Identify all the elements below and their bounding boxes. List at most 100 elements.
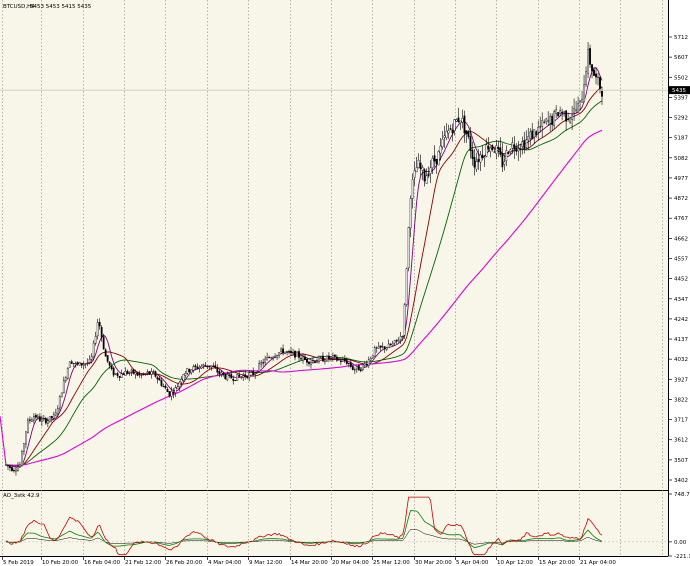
candle-body — [224, 374, 227, 380]
candle-body — [541, 120, 544, 127]
time-axis[interactable]: 5 Feb 2019 10 Feb 20:00 16 Feb 04:00 21 Feb… — [2, 556, 617, 566]
candle-body — [373, 347, 376, 357]
candle-body — [240, 376, 243, 378]
time-tick-label: 9 Mar 12:00 — [249, 560, 283, 566]
candle-body — [525, 139, 528, 148]
candle-body — [138, 374, 141, 376]
candle-body — [539, 126, 542, 128]
candle-body — [238, 374, 241, 377]
candle-body — [178, 382, 181, 387]
indicator-axis[interactable]: 748.7 0.00 -221.1 — [0, 492, 690, 560]
candle-body — [126, 370, 129, 374]
candle-body — [353, 369, 356, 371]
candle-body — [288, 351, 290, 353]
candle-body — [483, 156, 486, 159]
candle-body — [601, 91, 603, 97]
candle-body — [21, 451, 23, 466]
candle-body — [363, 363, 366, 366]
candle-body — [208, 366, 211, 368]
candle-body — [549, 116, 552, 124]
candle-body — [463, 115, 466, 134]
price-tick-label: 3822 — [674, 397, 688, 403]
candle-body — [242, 375, 245, 378]
candle-body — [312, 360, 314, 363]
candle-body — [116, 373, 119, 377]
candle-body — [316, 361, 318, 364]
candle-body — [17, 466, 19, 471]
candle-body — [296, 351, 298, 357]
candle-body — [276, 354, 278, 358]
candle-body — [343, 358, 346, 362]
candle-body — [593, 69, 595, 76]
grid-lines — [2, 0, 663, 556]
candle-body — [417, 160, 420, 168]
candle-body — [425, 175, 428, 184]
current-price-box — [669, 86, 690, 95]
price-tick-label: 5607 — [674, 55, 688, 61]
candle-body — [569, 117, 572, 123]
candle-body — [212, 365, 215, 367]
chart-header-values: 5453 5453 5415 5435 — [30, 4, 92, 10]
candle-body — [182, 374, 185, 381]
candle-body — [46, 420, 49, 424]
price-candles[interactable] — [5, 42, 603, 476]
time-tick-label: 25 Mar 12:00 — [373, 560, 410, 566]
candle-body — [78, 362, 81, 366]
candle-body — [475, 161, 478, 170]
candle-body — [361, 364, 364, 371]
candle-body — [270, 357, 273, 359]
candle-body — [112, 367, 115, 376]
candle-body — [403, 304, 406, 336]
price-axis[interactable]: 5712 5607 5502 5397 5292 5187 5082 4977 4872 4767… — [668, 35, 688, 484]
price-tick-label: 4767 — [674, 216, 688, 222]
candle-body — [66, 368, 69, 379]
candle-body — [100, 327, 103, 338]
candle-body — [218, 371, 221, 374]
candle-body — [545, 118, 548, 122]
candle-body — [286, 351, 288, 353]
candle-body — [104, 349, 107, 357]
candle-body — [355, 366, 358, 370]
candle-body — [597, 76, 599, 79]
candle-body — [70, 361, 73, 364]
candle-body — [308, 361, 310, 364]
candle-body — [527, 136, 530, 141]
candle-body — [473, 157, 476, 168]
candle-body — [134, 372, 137, 375]
candle-body — [559, 110, 562, 114]
main-plot-background[interactable] — [0, 0, 668, 490]
candle-body — [328, 355, 330, 359]
candle-body — [15, 469, 17, 472]
candle-body — [266, 356, 269, 361]
candle-body — [23, 443, 25, 452]
time-tick-label: 20 Mar 04:00 — [332, 560, 369, 566]
candle-body — [563, 111, 566, 114]
price-tick-label: 3402 — [674, 478, 688, 484]
candle-body — [248, 372, 251, 378]
price-tick-label: 5082 — [674, 156, 688, 162]
candle-body — [120, 373, 123, 378]
candle-body — [495, 145, 498, 155]
candle-body — [302, 356, 304, 361]
candle-body — [256, 371, 259, 373]
candle-body — [44, 418, 47, 424]
price-tick-label: 5712 — [674, 35, 688, 41]
candle-body — [160, 380, 163, 386]
indicator-plot-background[interactable] — [0, 491, 668, 556]
candle-body — [409, 198, 412, 229]
candle-body — [72, 363, 75, 365]
candle-body — [274, 356, 276, 358]
candle-body — [455, 119, 458, 122]
candle-body — [98, 322, 101, 327]
candle-body — [58, 396, 61, 409]
candle-body — [332, 355, 334, 358]
candle-body — [583, 84, 585, 103]
candle-body — [27, 419, 29, 433]
candle-body — [443, 135, 446, 138]
candle-body — [110, 365, 113, 369]
candle-body — [381, 346, 384, 348]
price-tick-label: 4977 — [674, 176, 688, 182]
candle-body — [186, 368, 189, 374]
candle-body — [461, 118, 464, 123]
